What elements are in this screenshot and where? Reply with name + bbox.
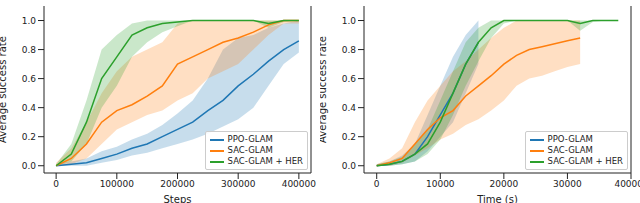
html-text:SAC-GLAM + HER: SAC-GLAM + HER	[227, 156, 303, 166]
html-text:SAC-GLAM: SAC-GLAM	[547, 145, 593, 155]
svg-text:30000: 30000	[553, 179, 582, 189]
svg-text:0.0: 0.0	[22, 161, 37, 171]
svg-text:1.0: 1.0	[22, 16, 37, 26]
svg-text:40000: 40000	[614, 179, 632, 189]
svg-text:200000: 200000	[160, 179, 195, 189]
svg-text:20000: 20000	[490, 179, 519, 189]
svg-text:Average success rate: Average success rate	[320, 36, 328, 143]
svg-text:0.6: 0.6	[342, 74, 357, 84]
svg-text:100000: 100000	[100, 179, 135, 189]
svg-text:0: 0	[374, 179, 380, 189]
svg-text:0.4: 0.4	[22, 103, 37, 113]
svg-text:1.0: 1.0	[342, 16, 357, 26]
svg-text:Time (s): Time (s)	[476, 194, 518, 203]
svg-text:0.2: 0.2	[342, 132, 356, 142]
svg-text:0.2: 0.2	[22, 132, 36, 142]
svg-text:0.8: 0.8	[22, 45, 37, 55]
svg-text:300000: 300000	[221, 179, 256, 189]
html-text:SAC-GLAM: SAC-GLAM	[227, 145, 273, 155]
html-text:PPO-GLAM: PPO-GLAM	[227, 134, 273, 144]
svg-text:0.8: 0.8	[342, 45, 357, 55]
svg-text:Steps: Steps	[164, 194, 192, 203]
svg-text:0: 0	[53, 179, 59, 189]
svg-text:0.4: 0.4	[342, 103, 357, 113]
svg-text:10000: 10000	[426, 179, 455, 189]
svg-text:400000: 400000	[282, 179, 317, 189]
svg-text:0.6: 0.6	[22, 74, 37, 84]
html-text:PPO-GLAM: PPO-GLAM	[547, 134, 593, 144]
svg-text:0.0: 0.0	[342, 161, 357, 171]
html-text:SAC-GLAM + HER: SAC-GLAM + HER	[547, 156, 623, 166]
